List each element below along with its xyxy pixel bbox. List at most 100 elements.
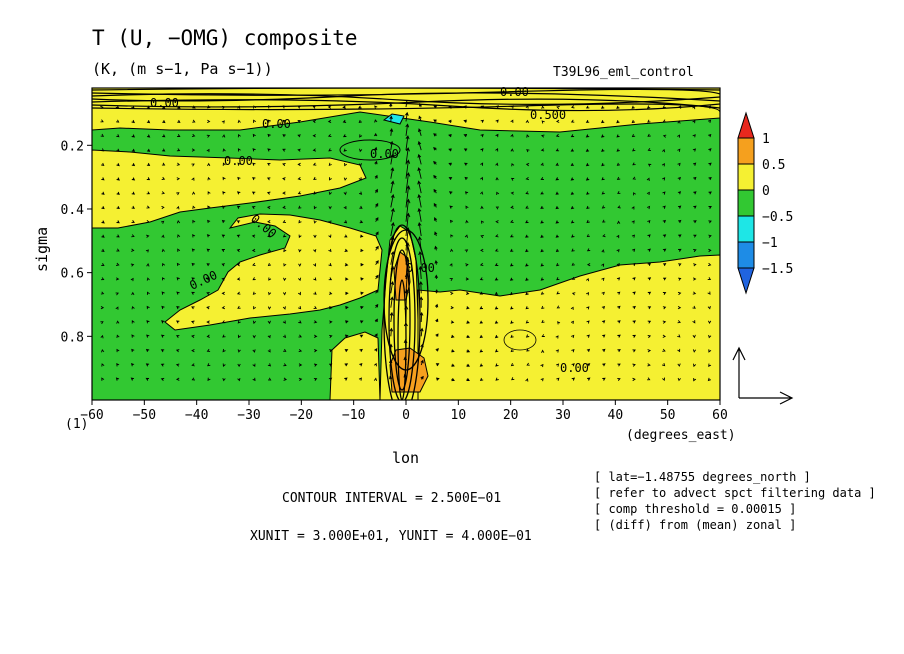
contour-label: 0.00 [150, 96, 179, 110]
wind-vector [616, 162, 621, 166]
wind-vector [100, 291, 105, 295]
wind-vector [495, 119, 499, 123]
wind-vector [374, 146, 378, 151]
x-axis-label: lon [392, 449, 419, 467]
note-line: [ (diff) from (mean) zonal ] [594, 518, 796, 532]
colorbar: 1 0.5 0 −0.5 −1 −1.5 [737, 111, 793, 295]
wind-vector [616, 176, 621, 180]
wind-vector [450, 320, 455, 324]
wind-vector [511, 162, 515, 167]
contour-label: 0.00 [224, 154, 253, 168]
wind-vector [480, 148, 484, 152]
wind-vector [417, 221, 422, 237]
wind-vector [191, 349, 195, 353]
wind-vector [525, 119, 529, 124]
contour-label: 0.00 [500, 85, 529, 99]
wind-vector [433, 174, 437, 179]
wind-vector [693, 249, 697, 253]
wind-vector [345, 320, 349, 324]
wind-vector [586, 234, 590, 238]
wind-vector [131, 177, 136, 181]
wind-vector [191, 163, 195, 167]
wind-vector [662, 277, 667, 281]
wind-vector [708, 206, 712, 209]
wind-vector [251, 248, 256, 253]
wind-vector [632, 277, 636, 281]
y-tick-label: 0.2 [61, 139, 84, 154]
wind-vector [328, 248, 332, 253]
wind-vector [601, 263, 605, 267]
wind-vector [449, 205, 453, 209]
wind-vector [328, 262, 332, 267]
wind-vector [251, 234, 256, 238]
wind-vector [145, 249, 149, 253]
wind-vector [222, 134, 226, 138]
wind-vector [252, 320, 257, 325]
wind-vector [282, 334, 287, 338]
wind-vector [510, 219, 514, 223]
wind-vector [616, 277, 621, 281]
wind-vector [267, 262, 272, 267]
wind-vector [252, 277, 256, 281]
wind-vector [342, 105, 346, 109]
wind-vector [358, 163, 362, 167]
wind-vector [479, 291, 484, 295]
wind-vector [662, 320, 667, 324]
wind-vector [389, 343, 393, 351]
colorbar-bottom-arrow [737, 267, 755, 295]
wind-vector [677, 377, 681, 382]
wind-vector [601, 177, 605, 181]
wind-vector [312, 105, 316, 109]
wind-vector [617, 377, 621, 381]
wind-vector [692, 134, 696, 138]
wind-vector [632, 363, 636, 367]
wind-vector [191, 306, 195, 310]
wind-vector [175, 363, 180, 367]
wind-vector [146, 162, 151, 167]
wind-vector [266, 205, 271, 210]
wind-vector [661, 362, 666, 367]
wind-vector [192, 205, 196, 209]
wind-vector [708, 234, 712, 238]
wind-vector [692, 334, 696, 339]
wind-vector [495, 148, 499, 152]
wind-vector [116, 191, 120, 195]
wind-vector [176, 262, 180, 267]
wind-vector [360, 305, 364, 310]
wind-vector [692, 320, 696, 324]
wind-vector [236, 220, 241, 224]
wind-vector [556, 291, 560, 295]
wind-vector [101, 206, 105, 210]
wind-vector [450, 248, 454, 253]
wind-vector [692, 305, 696, 309]
wind-vector [374, 160, 378, 165]
x-axis: −60 −50 −40 −30 −20 −10 0 10 20 30 40 50 60 [80, 400, 728, 423]
x-unit-label: (degrees_east) [626, 428, 736, 443]
wind-vector [525, 378, 529, 382]
wind-vector [206, 148, 210, 153]
wind-vector [390, 153, 394, 165]
wind-vector [313, 277, 317, 281]
wind-vector [494, 277, 499, 281]
wind-vector [602, 363, 606, 367]
wind-vector [647, 349, 652, 353]
wind-vector [707, 119, 712, 124]
wind-vector [237, 105, 241, 110]
wind-vector [101, 248, 105, 252]
wind-vector [176, 192, 180, 196]
wind-vector [495, 363, 499, 367]
colorbar-label: 1 [762, 132, 770, 147]
wind-vector [328, 234, 332, 239]
wind-vector [677, 320, 681, 324]
wind-vector [283, 248, 287, 253]
y-axis: 0.2 0.4 0.6 0.8 [61, 139, 92, 345]
wind-vector [510, 133, 514, 138]
wind-vector [495, 176, 499, 181]
wind-vector [494, 349, 499, 353]
wind-vector [130, 277, 134, 282]
wind-vector [417, 236, 422, 251]
wind-vector [116, 177, 120, 181]
wind-vector [448, 148, 452, 152]
wind-vector [632, 377, 636, 382]
wind-vector [585, 148, 590, 152]
